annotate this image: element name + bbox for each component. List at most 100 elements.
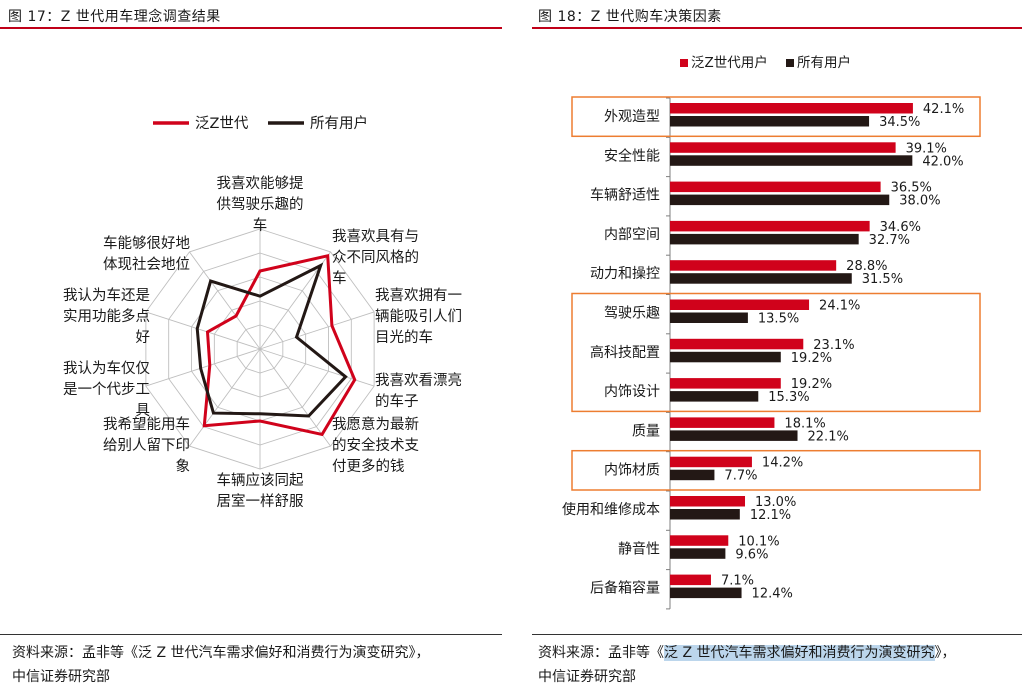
value-label: 10.1% [738, 534, 779, 549]
radar-axis-label-line: 具 [136, 403, 151, 419]
value-label: 38.0% [899, 194, 940, 209]
value-label: 7.1% [721, 574, 754, 589]
bar-genz [670, 574, 711, 586]
radar-spoke [145, 348, 261, 387]
radar-axis-label-line: 车 [253, 217, 268, 234]
radar-spoke [259, 348, 331, 447]
bar-all-users [670, 509, 740, 520]
category-label: 内部空间 [604, 227, 660, 243]
bar-all-users [670, 273, 852, 284]
bar-genz [670, 260, 837, 271]
category-label: 静音性 [618, 540, 660, 557]
title-rule [532, 27, 1022, 29]
source-rule [0, 634, 502, 635]
right-figure-panel: 图 18：Z 世代购车决策因素 泛Z世代用户 所有用户 外观造型 42.1% 34.5%… [532, 0, 1026, 694]
value-label: 28.8% [846, 259, 887, 274]
radar-axis-label-line: 目光的车 [375, 329, 433, 346]
figure-17-title: 图 17：Z 世代用车理念调查结果 [8, 9, 221, 25]
bar-all-users [670, 469, 715, 481]
legend-label: 泛Z世代 [195, 115, 249, 132]
radar-axis-label: 车辆应该同起居室一样舒服 [217, 471, 304, 510]
value-label: 36.5% [891, 181, 932, 196]
category-label: 质量 [632, 423, 660, 439]
source-suffix: 》， [934, 645, 956, 661]
bar-genz [670, 299, 810, 310]
bar-all-users [670, 548, 726, 559]
value-label: 32.7% [869, 233, 910, 248]
bar-genz [670, 220, 870, 232]
source-line-2: 中信证券研究部 [538, 669, 636, 685]
category-label: 车辆舒适性 [590, 187, 660, 204]
radar-spoke [189, 251, 261, 350]
source-line-1: 资料来源：孟非等《泛 Z 世代汽车需求偏好和消费行为演变研究》， [12, 645, 430, 661]
radar-axis-label-line: 我认为车仅仅 [63, 360, 150, 377]
legend-swatch [786, 59, 794, 67]
value-label: 18.1% [784, 416, 825, 431]
legend-label: 所有用户 [797, 54, 851, 71]
radar-axis-label-line: 我认为车还是 [63, 287, 150, 304]
source-rule [532, 634, 1022, 635]
radar-axis-label-line: 象 [176, 458, 191, 475]
radar-axis-label: 我认为车还是实用功能多点好 [63, 287, 150, 346]
radar-axis-label: 我喜欢能够提供驾驶乐趣的车 [217, 175, 304, 234]
legend-label: 泛Z世代用户 [691, 54, 768, 71]
radar-spoke [259, 311, 375, 350]
radar-axis-label-line: 体现社会地位 [103, 256, 190, 273]
value-label: 7.7% [724, 469, 757, 484]
radar-axis-label-line: 我喜欢看漂亮 [375, 372, 462, 389]
radar-axis-label: 我喜欢拥有一辆能吸引人们目光的车 [375, 287, 462, 346]
radar-spoke [189, 348, 261, 447]
source-line-1: 资料来源：孟非等《泛 Z 世代汽车需求偏好和消费行为演变研究》， [538, 641, 956, 665]
value-label: 9.6% [735, 547, 768, 562]
value-label: 12.4% [752, 587, 793, 602]
radar-axis-label-line: 我希望能用车 [103, 416, 190, 433]
radar-axis-label-line: 辆能吸引人们 [375, 308, 462, 325]
bar-genz [670, 338, 804, 350]
title-rule [0, 27, 502, 29]
bar-genz [670, 181, 881, 193]
radar-axis-label-line: 我喜欢具有与 [332, 228, 419, 245]
radar-axis-label-line: 付更多的钱 [332, 458, 405, 475]
radar-axis-label-line: 的安全技术支 [332, 436, 419, 454]
radar-axis-label-line: 的车子 [375, 393, 419, 410]
bar-genz [670, 378, 781, 389]
value-label: 12.1% [750, 508, 791, 523]
value-label: 14.2% [762, 456, 803, 471]
left-figure-panel: 图 17：Z 世代用车理念调查结果 我喜欢能够提供驾驶乐趣的车我喜欢具有与众不同… [0, 0, 510, 694]
radar-axis-label-line: 众不同风格的 [332, 249, 419, 266]
source-prefix: 资料来源：孟非等《 [538, 645, 664, 661]
bar-all-users [670, 116, 870, 127]
bar-all-users [670, 312, 748, 323]
value-label: 42.0% [922, 154, 963, 169]
value-label: 13.5% [758, 312, 799, 327]
bar-all-users [670, 430, 798, 441]
radar-axis-label-line: 好 [136, 329, 151, 346]
bar-all-users [670, 194, 890, 206]
radar-axis-label-line: 我愿意为最新 [332, 415, 419, 433]
bar-genz [670, 417, 775, 428]
legend-label: 所有用户 [310, 115, 368, 132]
radar-spoke [145, 311, 261, 350]
bar-genz [670, 496, 746, 507]
radar-series-genz [202, 253, 357, 437]
category-label: 内饰设计 [604, 384, 660, 400]
category-label: 使用和维修成本 [562, 501, 660, 518]
value-label: 23.1% [813, 338, 854, 353]
bar-all-users [670, 155, 913, 166]
radar-axis-label-line: 我喜欢拥有一 [375, 287, 462, 304]
bar-all-users [670, 233, 859, 245]
highlight-box [571, 449, 981, 491]
value-label: 13.0% [755, 495, 796, 510]
bar-genz [670, 535, 729, 546]
radar-axis-label: 我喜欢看漂亮的车子 [375, 372, 462, 410]
category-label: 内饰材质 [604, 463, 660, 479]
radar-axis-label: 我愿意为最新的安全技术支付更多的钱 [332, 415, 419, 475]
category-label: 安全性能 [604, 147, 660, 164]
value-label: 42.1% [923, 102, 964, 117]
value-label: 31.5% [862, 272, 903, 287]
category-label: 后备箱容量 [590, 580, 660, 597]
category-label: 动力和操控 [590, 266, 660, 282]
right-source-note: 资料来源：孟非等《泛 Z 世代汽车需求偏好和消费行为演变研究》， 中信证券研究部 [538, 641, 956, 689]
radar-axis-label-line: 是一个代步工 [63, 381, 150, 398]
